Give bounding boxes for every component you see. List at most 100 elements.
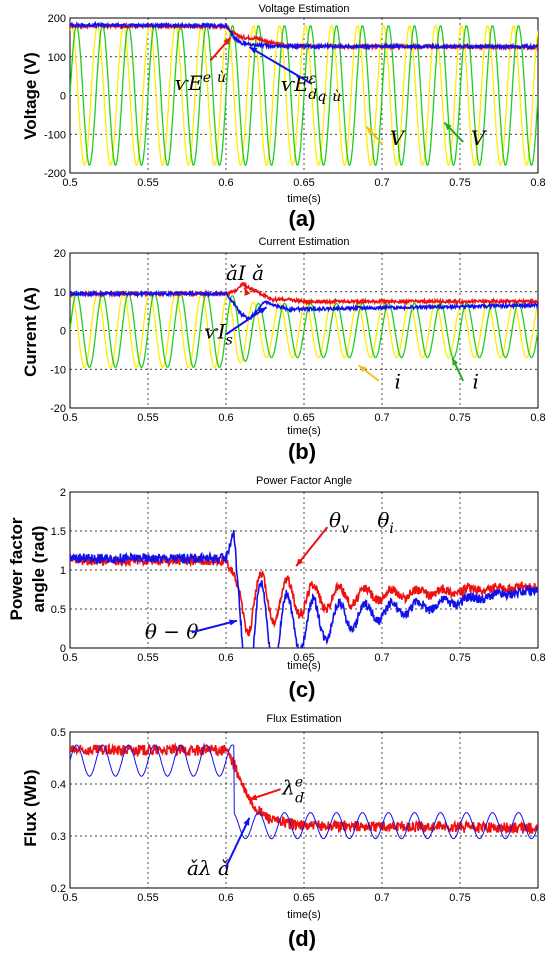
y-tick-label: 10 [54, 287, 66, 299]
chart-title: Current Estimation [258, 236, 349, 248]
y-tick-label: 1 [60, 565, 66, 577]
series-group [70, 281, 538, 369]
x-tick-label: 0.5 [62, 892, 77, 904]
series-line-1 [70, 744, 538, 840]
y-tick-label: 0.3 [51, 831, 66, 843]
annotation-label: ǎI ǎ [226, 261, 264, 285]
annotation-arrowhead [249, 47, 258, 54]
y-axis-label-line-1: Power factor [7, 517, 26, 620]
chart-title: Flux Estimation [266, 713, 341, 725]
series-line-0 [70, 553, 538, 637]
annotation-label: θ − θ [145, 620, 199, 644]
y-tick-label: 0 [60, 91, 66, 103]
chart-title: Voltage Estimation [258, 3, 349, 15]
y-tick-label: 100 [48, 52, 66, 64]
annotation-label: ǎλ ǎ [187, 856, 230, 880]
x-tick-label: 0.6 [218, 892, 233, 904]
annotation-arrowhead [249, 794, 258, 801]
annotation-arrowhead [258, 307, 267, 314]
y-tick-label: 0 [60, 326, 66, 338]
series-line-0 [70, 24, 538, 167]
panel-label: (d) [288, 926, 316, 951]
y-tick-label: 0 [60, 643, 66, 655]
annotation-label: θi [377, 508, 394, 537]
annotation-arrow [295, 526, 329, 567]
annotation-label: i [472, 370, 478, 394]
series-group [70, 742, 538, 840]
x-axis-label: time(s) [287, 660, 321, 672]
annotation-label: ѵEe ѝ [175, 70, 227, 95]
x-tick-label: 0.7 [374, 177, 389, 189]
x-tick-label: 0.5 [62, 177, 77, 189]
series-group [70, 20, 538, 167]
annotation-arrow [225, 306, 268, 336]
annotation-label: ѵIs [204, 319, 233, 348]
x-axis-label: time(s) [287, 193, 321, 205]
x-tick-label: 0.6 [218, 177, 233, 189]
y-tick-label: 200 [48, 13, 66, 25]
chart-flux: Flux Estimation time(s) Flux (Wb) (d) 0.… [21, 713, 546, 951]
chart-title: Power Factor Angle [256, 475, 352, 487]
y-axis-label: Voltage (V) [21, 52, 40, 140]
x-tick-label: 0.65 [293, 892, 314, 904]
x-tick-label: 0.8 [530, 412, 545, 424]
series-line-0 [70, 742, 538, 836]
annotation-arrowhead [452, 357, 459, 366]
annotation-arrowhead [229, 619, 237, 626]
x-tick-label: 0.6 [218, 652, 233, 664]
series-line-3 [70, 289, 538, 321]
panel-label: (a) [289, 206, 316, 231]
chart-voltage: Voltage Estimation time(s) Voltage (V) (… [21, 3, 546, 231]
annotation-arrowhead [296, 558, 304, 567]
panel-label: (c) [289, 677, 316, 702]
x-tick-label: 0.75 [449, 652, 470, 664]
y-tick-label: 20 [54, 248, 66, 260]
annotation-arrowhead [244, 287, 251, 296]
annotation-arrow [248, 46, 313, 85]
annotation-label: V [471, 126, 488, 150]
x-tick-label: 0.65 [293, 652, 314, 664]
y-tick-label: -100 [44, 129, 66, 141]
annotation-arrowhead [366, 126, 374, 135]
y-tick-label: -200 [44, 168, 66, 180]
x-tick-label: 0.65 [293, 177, 314, 189]
y-axis-label: Flux (Wb) [21, 769, 40, 846]
annotation-label: θv [329, 508, 349, 537]
annotation-arrowhead [444, 122, 452, 131]
annotation-label: ѵEε dq ѝ [281, 71, 342, 105]
x-axis-label: time(s) [287, 425, 321, 437]
series-line-1 [70, 25, 538, 166]
x-tick-label: 0.5 [62, 412, 77, 424]
y-tick-label: 1.5 [51, 526, 66, 538]
annotation-label: V [390, 126, 407, 150]
series-group [70, 529, 538, 648]
series-line-3 [70, 20, 538, 51]
annotation-label: λe d [281, 774, 304, 806]
x-axis-label: time(s) [287, 909, 321, 921]
x-tick-label: 0.75 [449, 177, 470, 189]
panel-label: (b) [288, 439, 316, 464]
annotation-label: i [394, 370, 400, 394]
y-tick-label: -10 [50, 364, 66, 376]
series-line-1 [70, 529, 538, 648]
x-tick-label: 0.55 [137, 412, 158, 424]
plot-area [69, 731, 539, 889]
y-axis-label-line-2: angle (rad) [29, 526, 48, 613]
y-tick-label: 2 [60, 487, 66, 499]
x-tick-label: 0.8 [530, 177, 545, 189]
x-tick-label: 0.7 [374, 412, 389, 424]
annotation-arrow [225, 817, 251, 868]
y-tick-label: 0.4 [51, 779, 66, 791]
y-tick-label: -20 [50, 403, 66, 415]
x-tick-label: 0.5 [62, 652, 77, 664]
x-tick-label: 0.65 [293, 412, 314, 424]
x-tick-label: 0.7 [374, 892, 389, 904]
x-tick-label: 0.75 [449, 892, 470, 904]
y-tick-label: 0.5 [51, 727, 66, 739]
chart-current: Current Estimation time(s) Current (A) (… [21, 236, 546, 464]
series-line-0 [70, 292, 538, 369]
annotation-arrowhead [223, 37, 231, 45]
annotation-arrowhead [358, 365, 367, 373]
y-axis-label: Current (A) [21, 287, 40, 377]
